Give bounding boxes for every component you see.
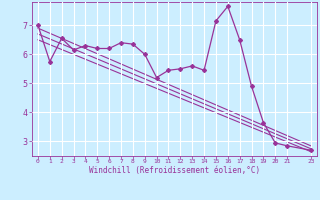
X-axis label: Windchill (Refroidissement éolien,°C): Windchill (Refroidissement éolien,°C) — [89, 166, 260, 175]
